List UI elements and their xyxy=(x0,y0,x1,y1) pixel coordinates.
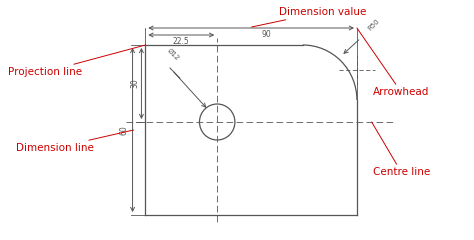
Text: 60: 60 xyxy=(119,125,128,135)
Text: Dimension line: Dimension line xyxy=(16,130,134,153)
Text: 22.5: 22.5 xyxy=(173,37,190,46)
Text: Arrowhead: Arrowhead xyxy=(357,28,429,97)
Text: Ø12: Ø12 xyxy=(166,48,180,62)
Text: R50: R50 xyxy=(367,18,381,32)
Text: Centre line: Centre line xyxy=(372,122,430,177)
Text: Projection line: Projection line xyxy=(8,45,146,77)
Text: 90: 90 xyxy=(261,30,271,39)
Text: Dimension value: Dimension value xyxy=(252,7,366,27)
Text: 30: 30 xyxy=(130,79,139,88)
